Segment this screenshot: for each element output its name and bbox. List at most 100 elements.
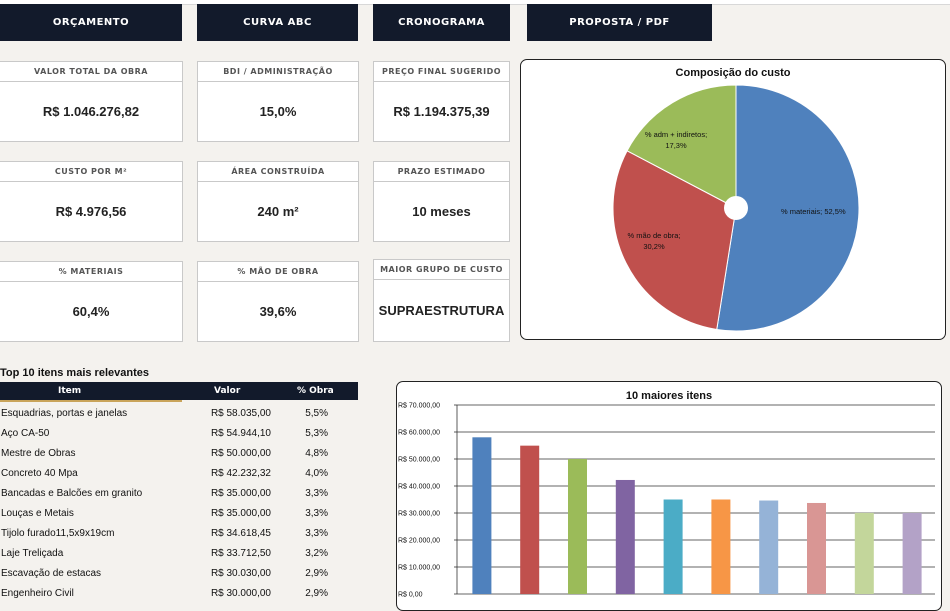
- kpi-label: CUSTO POR M²: [0, 162, 182, 182]
- bar: [711, 499, 731, 594]
- kpi-value: 15,0%: [259, 104, 297, 119]
- pie-slice: [612, 150, 737, 331]
- kpi-card-bdi: BDI / ADMINISTRAÇÃO 15,0%: [197, 61, 359, 142]
- table-row: Louças e Metais R$ 35.000,00 3,3%: [0, 505, 358, 525]
- nav-button-curva-abc[interactable]: CURVA ABC: [197, 4, 358, 41]
- cell-valor: R$ 33.712,50: [210, 548, 271, 559]
- bar: [520, 445, 540, 594]
- bar: [663, 499, 683, 594]
- cell-valor: R$ 30.030,00: [210, 568, 271, 579]
- table-row: Tijolo furado11,5x9x19cm R$ 34.618,45 3,3%: [0, 525, 358, 545]
- pie-slice: [716, 84, 860, 332]
- cell-item: Bancadas e Balcões em granito: [1, 488, 143, 499]
- pie-chart: % materiais; 52,5% % mão de obra; 30,2% % a…: [612, 84, 860, 332]
- kpi-card-prazo: PRAZO ESTIMADO 10 meses: [373, 161, 510, 242]
- table-row: Aço CA-50 R$ 54.944,10 5,3%: [0, 425, 358, 445]
- cell-item: Louças e Metais: [1, 508, 74, 519]
- bar: [472, 437, 492, 594]
- pie-data-label: % materiais; 52,5%: [781, 207, 846, 216]
- kpi-value: 10 meses: [412, 204, 471, 219]
- cell-percent: 2,9%: [305, 588, 328, 599]
- table-row: Laje Treliçada R$ 33.712,50 3,2%: [0, 545, 358, 565]
- kpi-card-mao-de-obra: % MÃO DE OBRA 39,6%: [197, 261, 359, 342]
- nav-button-cronograma[interactable]: CRONOGRAMA: [373, 4, 510, 41]
- kpi-value: R$ 1.046.276,82: [42, 104, 140, 119]
- cell-item: Concreto 40 Mpa: [1, 468, 78, 479]
- y-tick-label: R$ 60.000,00: [398, 430, 440, 437]
- table-row: Escavação de estacas R$ 30.030,00 2,9%: [0, 565, 358, 585]
- header-percent: % Obra: [297, 386, 334, 396]
- cell-valor: R$ 42.232,32: [210, 468, 271, 479]
- bar: [902, 513, 922, 594]
- header-accent-line: [0, 400, 182, 402]
- table-row: Mestre de Obras R$ 50.000,00 4,8%: [0, 445, 358, 465]
- y-tick-label: R$ 0,00: [398, 592, 423, 599]
- kpi-value: 240 m²: [257, 204, 299, 219]
- cell-valor: R$ 58.035,00: [210, 408, 271, 419]
- bar: [759, 500, 779, 594]
- kpi-value: 39,6%: [259, 304, 297, 319]
- kpi-card-area: ÁREA CONSTRUÍDA 240 m²: [197, 161, 359, 242]
- kpi-label: % MATERIAIS: [0, 262, 182, 282]
- kpi-card-maior-grupo: MAIOR GRUPO DE CUSTO SUPRAESTRUTURA: [373, 259, 510, 342]
- cell-percent: 3,3%: [305, 508, 328, 519]
- cell-percent: 3,3%: [305, 488, 328, 499]
- cell-percent: 5,5%: [305, 408, 328, 419]
- kpi-card-custo-m2: CUSTO POR M² R$ 4.976,56: [0, 161, 183, 242]
- cell-item: Esquadrias, portas e janelas: [1, 408, 128, 419]
- cell-item: Escavação de estacas: [1, 568, 102, 579]
- kpi-card-preco-final: PREÇO FINAL SUGERIDO R$ 1.194.375,39: [373, 61, 510, 142]
- table-title: Top 10 itens mais relevantes: [0, 367, 149, 379]
- table-row: Bancadas e Balcões em granito R$ 35.000,0…: [0, 485, 358, 505]
- bar: [807, 502, 826, 594]
- cell-percent: 4,0%: [305, 468, 328, 479]
- table-row: Engenheiro Civil R$ 30.000,00 2,9%: [0, 585, 358, 605]
- cell-valor: R$ 50.000,00: [210, 448, 271, 459]
- kpi-card-valor-total: VALOR TOTAL DA OBRA R$ 1.046.276,82: [0, 61, 183, 142]
- cell-percent: 4,8%: [305, 448, 328, 459]
- nav-button-proposta-pdf[interactable]: PROPOSTA / PDF: [527, 4, 712, 41]
- table-row: Esquadrias, portas e janelas R$ 58.035,00…: [0, 405, 358, 425]
- header-valor: Valor: [214, 386, 241, 396]
- cell-item: Aço CA-50: [1, 428, 50, 439]
- bar-chart-title: 10 maiores itens: [625, 390, 713, 402]
- cell-item: Laje Treliçada: [1, 548, 64, 559]
- kpi-card-materiais: % MATERIAIS 60,4%: [0, 261, 183, 342]
- cell-percent: 2,9%: [305, 568, 328, 579]
- cell-valor: R$ 35.000,00: [210, 488, 271, 499]
- pie-center-hole: [724, 196, 748, 220]
- kpi-label: BDI / ADMINISTRAÇÃO: [198, 62, 358, 82]
- kpi-label: MAIOR GRUPO DE CUSTO: [374, 260, 509, 280]
- y-tick-label: R$ 40.000,00: [398, 484, 440, 491]
- kpi-value: R$ 4.976,56: [55, 204, 127, 219]
- table-row: Concreto 40 Mpa R$ 42.232,32 4,0%: [0, 465, 358, 485]
- y-tick-label: R$ 50.000,00: [398, 457, 440, 464]
- bar: [568, 459, 587, 594]
- bar-chart-panel: 10 maiores itens R$ 0,00 R$ 10.000,00 R$ 2…: [396, 381, 942, 611]
- kpi-label: PREÇO FINAL SUGERIDO: [374, 62, 509, 82]
- pie-chart-title: Composição do custo: [675, 67, 791, 79]
- y-tick-label: R$ 10.000,00: [398, 565, 440, 572]
- pie-data-label: % adm + indiretos; 17,3%: [645, 130, 707, 150]
- pie-data-label: % mão de obra; 30,2%: [628, 231, 681, 251]
- nav-button-orcamento[interactable]: ORÇAMENTO: [0, 4, 182, 41]
- cell-item: Engenheiro Civil: [1, 588, 74, 599]
- cell-percent: 3,3%: [305, 528, 328, 539]
- kpi-label: VALOR TOTAL DA OBRA: [0, 62, 182, 82]
- y-tick-label: R$ 20.000,00: [398, 538, 440, 545]
- cell-valor: R$ 30.000,00: [210, 588, 271, 599]
- cell-item: Tijolo furado11,5x9x19cm: [1, 528, 115, 539]
- kpi-value: SUPRAESTRUTURA: [378, 303, 505, 318]
- table-header: Item Valor % Obra: [0, 382, 358, 400]
- kpi-label: % MÃO DE OBRA: [198, 262, 358, 282]
- pie-slice: [626, 84, 737, 209]
- bar: [854, 512, 874, 594]
- bar: [615, 479, 635, 594]
- cell-valor: R$ 34.618,45: [210, 528, 271, 539]
- cell-valor: R$ 54.944,10: [210, 428, 271, 439]
- kpi-value: R$ 1.194.375,39: [393, 104, 490, 119]
- kpi-value: 60,4%: [72, 304, 110, 319]
- header-item: Item: [58, 386, 82, 396]
- kpi-label: ÁREA CONSTRUÍDA: [198, 162, 358, 182]
- cell-percent: 5,3%: [305, 428, 328, 439]
